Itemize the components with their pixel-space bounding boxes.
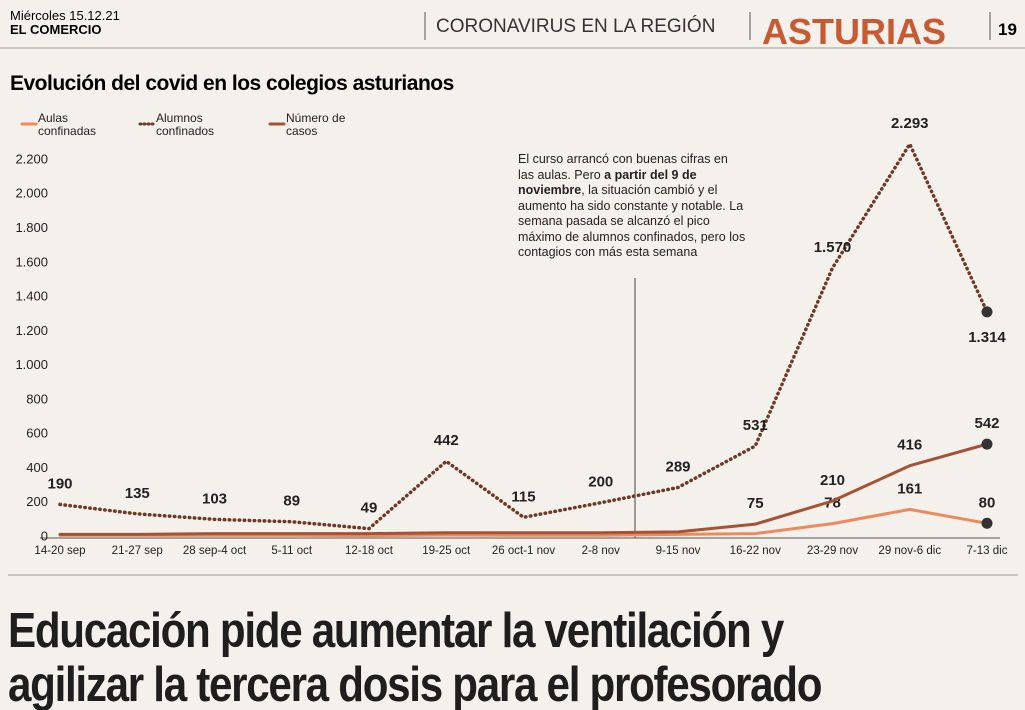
series-line: [58, 142, 989, 531]
y-tick-label: 0: [41, 528, 48, 543]
y-tick-label: 1.200: [15, 323, 48, 338]
data-label: 49: [361, 500, 378, 517]
x-tick-label: 21-27 sep: [112, 545, 163, 557]
legend-label: Número de casos: [286, 111, 346, 138]
x-tick-label: 26 oct-1 nov: [492, 545, 556, 557]
data-label: 210: [820, 472, 845, 489]
end-marker: [981, 438, 993, 450]
data-label: 115: [511, 488, 535, 505]
annotation-bold: a partir del 9 de noviembre: [518, 167, 697, 198]
data-label: 1.570: [814, 239, 852, 256]
paper-name: EL COMERCIO: [10, 22, 102, 37]
data-label: 416: [897, 437, 922, 454]
series-line: [58, 507, 989, 538]
y-tick-label: 400: [26, 460, 48, 475]
headline: Educación pide aumentar la ventilación y: [8, 604, 784, 658]
series-line: [58, 442, 989, 536]
data-label: 190: [47, 475, 72, 492]
x-tick-label: 16-22 nov: [730, 545, 781, 557]
x-tick-label: 12-18 oct: [345, 545, 394, 557]
x-tick-label: 19-25 oct: [422, 545, 471, 557]
data-label: 289: [665, 458, 690, 475]
y-tick-label: 1.800: [15, 220, 48, 235]
section: CORONAVIRUS EN LA REGIÓN: [436, 16, 716, 37]
end-marker: [981, 306, 993, 318]
x-tick-label: 5-11 oct: [271, 545, 313, 557]
date: Miércoles 15.12.21: [10, 8, 120, 23]
y-tick-label: 600: [26, 426, 48, 441]
y-tick-label: 1.400: [15, 289, 48, 304]
y-tick-label: 800: [26, 391, 48, 406]
end-marker: [981, 517, 993, 529]
x-tick-label: 28 sep-4 oct: [183, 545, 247, 557]
y-tick-label: 2.000: [15, 186, 48, 201]
x-tick-label: 9-15 nov: [656, 545, 701, 557]
region: ASTURIAS: [762, 11, 947, 52]
headline: agilizar la tercera dosis para el profes…: [8, 658, 822, 710]
data-label: 442: [434, 432, 459, 449]
data-label: 75: [747, 495, 764, 512]
annotation-text: , la situación cambió y el aumento ha si…: [518, 183, 746, 259]
x-tick-label: 23-29 nov: [807, 545, 858, 557]
x-tick-label: 14-20 sep: [34, 545, 85, 557]
data-label: 80: [979, 494, 996, 511]
data-label: 103: [202, 490, 227, 507]
data-label: 542: [974, 415, 999, 432]
data-label: 2.293: [891, 115, 929, 132]
x-tick-label: 2-8 nov: [582, 545, 621, 557]
legend-label: Aulas confinadas: [38, 111, 97, 138]
data-label: 200: [588, 474, 613, 491]
annotation: El curso arrancó con buenas cifras en la…: [518, 152, 746, 261]
y-tick-label: 1.000: [15, 357, 48, 372]
y-tick-label: 2.200: [15, 151, 48, 166]
data-label: 1.314: [968, 329, 1006, 346]
y-tick-label: 200: [26, 494, 48, 509]
data-label: 531: [743, 417, 768, 434]
data-label: 161: [897, 480, 922, 497]
page-number: 19: [998, 20, 1017, 39]
y-tick-label: 1.600: [15, 254, 48, 269]
data-label: 89: [283, 493, 300, 510]
x-tick-label: 29 nov-6 dic: [878, 545, 941, 557]
data-label: 135: [125, 485, 150, 502]
annotation-text: El curso arrancó con buenas cifras en la…: [518, 152, 728, 182]
legend-label: Alumnos confinados: [156, 111, 215, 138]
chart-title: Evolución del covid en los colegios astu…: [10, 72, 454, 95]
x-tick-label: 7-13 dic: [967, 545, 1008, 557]
